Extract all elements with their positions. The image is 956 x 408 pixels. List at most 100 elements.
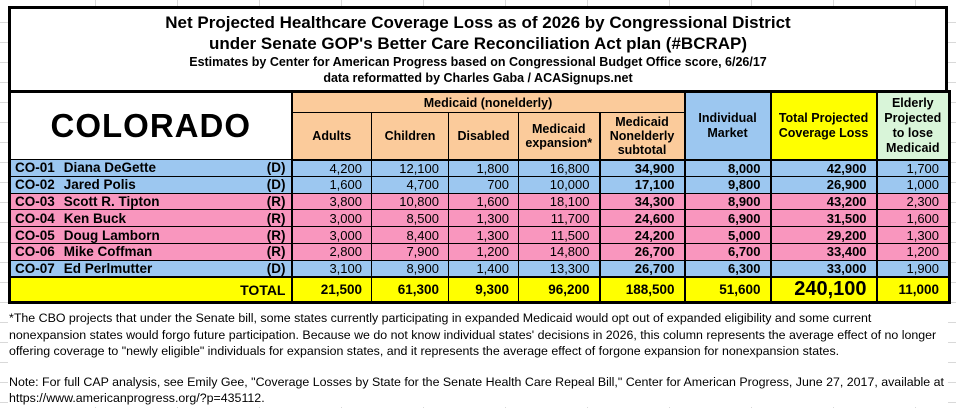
table-row: CO-01 Diana DeGette (D) 4,200 12,100 1,8… [9, 159, 951, 177]
cell-medicaid-children: 4,700 [371, 175, 449, 194]
district-label: CO-05 [15, 227, 55, 243]
title-block: Net Projected Healthcare Coverage Loss a… [8, 6, 948, 90]
cell-medicaid-disabled: 1,300 [448, 209, 519, 228]
cell-total-coverage-loss: 33,000 [769, 259, 878, 278]
cell-medicaid-expansion: 13,300 [518, 259, 600, 278]
total-expansion: 96,200 [518, 276, 600, 304]
cbo-footnote: *The CBO projects that under the Senate … [9, 311, 937, 359]
cell-individual-market: 8,900 [683, 192, 772, 211]
district-label: CO-02 [15, 177, 55, 193]
cell-medicaid-subtotal: 17,100 [598, 175, 686, 194]
table-row: CO-06 Mike Coffman (R) 2,800 7,900 1,200… [9, 242, 951, 261]
total-elderly: 11,000 [875, 276, 951, 304]
cell-medicaid-disabled: 1,400 [448, 259, 519, 278]
cell-medicaid-adults: 3,100 [291, 259, 372, 278]
cell-medicaid-expansion: 18,100 [518, 192, 600, 211]
cell-elderly-medicaid: 2,300 [875, 192, 951, 211]
party-label: (D) [266, 260, 286, 276]
cell-medicaid-subtotal: 24,600 [598, 209, 686, 228]
cell-individual-market: 6,700 [683, 242, 772, 261]
cell-medicaid-children: 8,400 [371, 226, 449, 244]
cell-medicaid-expansion: 10,000 [518, 175, 600, 194]
total-children: 61,300 [371, 276, 449, 304]
title-line-1: Net Projected Healthcare Coverage Loss a… [165, 13, 791, 32]
sheet-content: Net Projected Healthcare Coverage Loss a… [8, 6, 952, 407]
title-line-2: under Senate GOP's Better Care Reconcili… [208, 34, 748, 53]
representative-name: Jared Polis [63, 177, 136, 193]
cell-medicaid-adults: 3,800 [291, 192, 372, 211]
table-footer: TOTAL 21,500 61,300 9,300 96,200 188,500… [9, 276, 951, 304]
coverage-loss-table: COLORADO Medicaid (nonelderly) Individua… [8, 90, 952, 305]
header-row-group: COLORADO Medicaid (nonelderly) Individua… [9, 91, 951, 161]
representative-name: Scott R. Tipton [63, 193, 160, 209]
column-header-elderly: Elderly Projected to lose Medicaid [875, 91, 951, 161]
cell-elderly-medicaid: 1,700 [875, 159, 951, 177]
cell-total-coverage-loss: 43,200 [769, 192, 878, 211]
district-label: CO-01 [15, 160, 55, 176]
cell-individual-market: 6,900 [683, 209, 772, 228]
cell-elderly-medicaid: 1,200 [875, 242, 951, 261]
cell-medicaid-children: 8,900 [371, 259, 449, 278]
party-label: (D) [266, 160, 286, 176]
cell-elderly-medicaid: 1,600 [875, 209, 951, 228]
cell-medicaid-subtotal: 34,300 [598, 192, 686, 211]
column-header-expansion: Medicaid expansion* [518, 112, 600, 161]
cell-medicaid-subtotal: 24,200 [598, 226, 686, 244]
table-row: CO-05 Doug Lamborn (R) 3,000 8,400 1,300… [9, 226, 951, 244]
cell-individual-market: 5,000 [683, 226, 772, 244]
representative-name: Diana DeGette [63, 160, 157, 176]
cell-medicaid-disabled: 1,800 [448, 159, 519, 177]
column-header-adults: Adults [291, 112, 372, 161]
cell-medicaid-disabled: 1,200 [448, 242, 519, 261]
cell-elderly-medicaid: 1,300 [875, 226, 951, 244]
table-body: CO-01 Diana DeGette (D) 4,200 12,100 1,8… [9, 159, 951, 278]
cell-total-coverage-loss: 42,900 [769, 159, 878, 177]
cell-medicaid-children: 10,800 [371, 192, 449, 211]
column-header-individual-market: Individual Market [683, 91, 772, 161]
cell-medicaid-adults: 3,000 [291, 209, 372, 228]
cell-total-coverage-loss: 33,400 [769, 242, 878, 261]
cell-total-coverage-loss: 31,500 [769, 209, 878, 228]
party-label: (R) [266, 244, 286, 260]
district-label: CO-07 [15, 260, 55, 276]
cell-individual-market: 9,800 [683, 175, 772, 194]
cap-analysis-note: Note: For full CAP analysis, see Emily G… [9, 374, 944, 406]
column-header-disabled: Disabled [448, 112, 519, 161]
cell-medicaid-disabled: 1,600 [448, 192, 519, 211]
grand-total-coverage-loss: 240,100 [769, 276, 878, 304]
column-header-children: Children [371, 112, 449, 161]
total-label: TOTAL [240, 281, 286, 298]
cell-medicaid-subtotal: 34,900 [598, 159, 686, 177]
party-label: (R) [266, 193, 286, 209]
party-label: (R) [266, 210, 286, 226]
total-adults: 21,500 [291, 276, 372, 304]
cell-medicaid-children: 8,500 [371, 209, 449, 228]
cell-medicaid-expansion: 11,500 [518, 226, 600, 244]
cell-elderly-medicaid: 1,000 [875, 175, 951, 194]
cell-elderly-medicaid: 1,900 [875, 259, 951, 278]
header-row-sub: Adults Children Disabled Medicaid expans… [10, 112, 950, 161]
cell-medicaid-subtotal: 26,700 [598, 259, 686, 278]
cell-medicaid-adults: 2,800 [291, 242, 372, 261]
total-row: TOTAL 21,500 61,300 9,300 96,200 188,500… [9, 276, 951, 304]
cell-medicaid-subtotal: 26,700 [598, 242, 686, 261]
party-label: (R) [266, 227, 286, 243]
table-row: CO-03 Scott R. Tipton (R) 3,800 10,800 1… [9, 192, 951, 211]
cell-medicaid-children: 12,100 [371, 159, 449, 177]
representative-name: Doug Lamborn [63, 227, 160, 243]
state-name: COLORADO [9, 91, 293, 160]
representative-name: Ed Perlmutter [63, 260, 153, 276]
cell-total-coverage-loss: 26,900 [769, 175, 878, 194]
subtitle-source: Estimates by Center for American Progres… [189, 55, 767, 69]
cell-medicaid-expansion: 16,800 [518, 159, 600, 177]
table-row: CO-07 Ed Perlmutter (D) 3,100 8,900 1,40… [9, 259, 951, 278]
cell-medicaid-adults: 4,200 [291, 159, 372, 177]
subtitle-credit: data reformatted by Charles Gaba / ACASi… [323, 71, 633, 85]
cell-medicaid-disabled: 1,300 [448, 226, 519, 244]
table-header: COLORADO Medicaid (nonelderly) Individua… [9, 91, 951, 161]
cell-individual-market: 8,000 [683, 159, 772, 177]
representative-name: Mike Coffman [63, 244, 153, 260]
district-label: CO-03 [15, 193, 55, 209]
table-row: CO-02 Jared Polis (D) 1,600 4,700 700 10… [9, 175, 951, 194]
cell-medicaid-adults: 3,000 [291, 226, 372, 244]
